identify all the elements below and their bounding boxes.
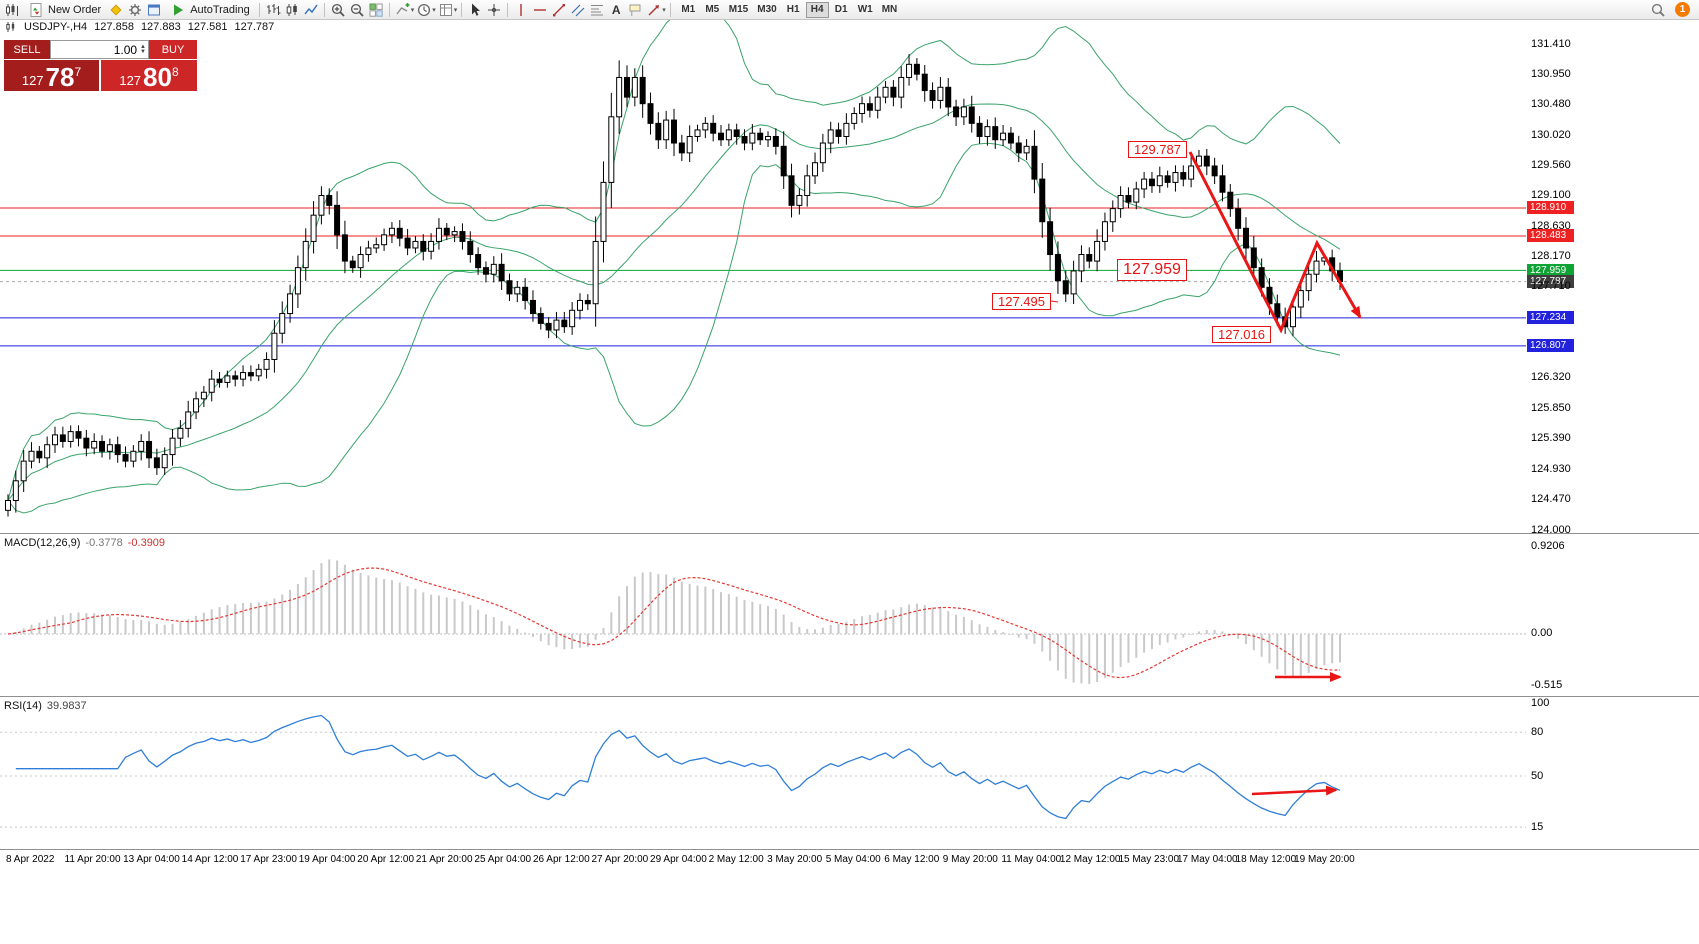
ask-pip-digit: 8 bbox=[171, 65, 179, 79]
chevron-down-icon[interactable]: ▾ bbox=[432, 6, 436, 14]
pane-separators bbox=[0, 533, 1699, 850]
autotrading-play-icon bbox=[169, 1, 187, 18]
sell-button[interactable]: SELL bbox=[4, 40, 50, 59]
text-tool-icon[interactable]: A bbox=[611, 2, 621, 17]
toolbar-separator bbox=[388, 2, 390, 17]
arrows-tool-icon[interactable] bbox=[645, 1, 663, 18]
horizontal-line-icon[interactable] bbox=[531, 1, 549, 18]
timeframe-button-m15[interactable]: M15 bbox=[728, 4, 749, 15]
new-order-icon bbox=[27, 1, 45, 18]
new-chart-icon[interactable] bbox=[3, 1, 21, 18]
timeframe-toolbar: M1 M5 M15 M30 H1 H4 D1 W1 MN bbox=[677, 1, 901, 18]
new-order-button[interactable]: New Order bbox=[22, 1, 106, 18]
fibonacci-icon[interactable] bbox=[588, 1, 606, 18]
bollinger-bands bbox=[7, 20, 1341, 514]
chevron-down-icon[interactable]: ▾ bbox=[662, 6, 666, 14]
timeframe-button-w1[interactable]: W1 bbox=[857, 4, 873, 15]
autotrading-button[interactable]: AutoTrading bbox=[164, 1, 255, 18]
volume-down-icon[interactable]: ▼ bbox=[140, 48, 146, 55]
timeframe-button-d1[interactable]: D1 bbox=[834, 4, 848, 15]
options-gear-icon[interactable] bbox=[126, 1, 144, 18]
zoom-in-icon[interactable] bbox=[329, 1, 347, 18]
timeframe-button-h1[interactable]: H1 bbox=[786, 4, 800, 15]
rsi-name: RSI(14) bbox=[4, 700, 42, 712]
tile-windows-icon[interactable] bbox=[367, 1, 385, 18]
crosshair-icon[interactable] bbox=[485, 1, 503, 18]
buy-button[interactable]: BUY bbox=[149, 40, 197, 59]
ask-big-digits: 80 bbox=[143, 62, 172, 92]
trend-arrow[interactable] bbox=[1251, 785, 1338, 796]
macd-name: MACD(12,26,9) bbox=[4, 537, 81, 549]
trendline-icon[interactable] bbox=[550, 1, 568, 18]
text-label-icon[interactable] bbox=[626, 1, 644, 18]
trend-arrows bbox=[1050, 151, 1362, 796]
macd-signal-value: -0.3909 bbox=[127, 537, 166, 549]
bid-prefix: 127 bbox=[21, 73, 44, 88]
templates-icon[interactable] bbox=[437, 1, 455, 18]
toolbar-separator bbox=[461, 2, 463, 17]
candlestick-chart-icon[interactable] bbox=[283, 1, 301, 18]
indicators-icon[interactable] bbox=[394, 1, 412, 18]
cursor-icon[interactable] bbox=[466, 1, 484, 18]
volume-input[interactable]: 1.00 ▲ ▼ bbox=[50, 40, 149, 59]
metaeditor-icon[interactable] bbox=[107, 1, 125, 18]
chart-symbol-period: USDJPY-,H4 bbox=[24, 21, 88, 33]
search-icon[interactable] bbox=[1649, 1, 1667, 18]
line-chart-icon[interactable] bbox=[302, 1, 320, 18]
bars-chart-icon[interactable] bbox=[264, 1, 282, 18]
timeframe-button-m1[interactable]: M1 bbox=[681, 4, 696, 15]
volume-up-icon[interactable]: ▲ bbox=[140, 43, 146, 50]
volume-value: 1.00 bbox=[113, 42, 138, 57]
ohlc-low: 127.581 bbox=[187, 21, 228, 33]
volume-spinner: ▲ ▼ bbox=[140, 43, 146, 55]
sell-price-display[interactable]: 127 78 7 bbox=[4, 60, 99, 91]
buy-price-display[interactable]: 127 80 8 bbox=[101, 60, 197, 91]
chart-symbol-icon bbox=[5, 21, 17, 33]
toolbar-separator bbox=[669, 2, 671, 17]
chevron-down-icon[interactable]: ▾ bbox=[410, 6, 415, 14]
price-level-lines bbox=[0, 207, 1526, 347]
vertical-line-icon[interactable] bbox=[512, 1, 530, 18]
macd-value: -0.3778 bbox=[85, 537, 123, 549]
rsi-indicator-label: RSI(14) 39.9837 bbox=[4, 700, 87, 712]
toolbar: New Order AutoTrading ▾ ▾ bbox=[0, 0, 1699, 20]
chevron-down-icon[interactable]: ▾ bbox=[453, 6, 458, 14]
timeframe-button-m5[interactable]: M5 bbox=[705, 4, 720, 15]
ohlc-open: 127.858 bbox=[94, 21, 134, 33]
macd-pane bbox=[0, 559, 1526, 684]
candlestick-series bbox=[5, 54, 1343, 517]
ohlc-high: 127.883 bbox=[140, 21, 181, 33]
toolbar-separator bbox=[323, 2, 325, 17]
rsi-pane bbox=[0, 714, 1526, 828]
macd-indicator-label: MACD(12,26,9) -0.3778 -0.3909 bbox=[4, 537, 165, 549]
notification-badge[interactable]: 1 bbox=[1675, 2, 1690, 17]
new-order-label: New Order bbox=[48, 3, 102, 16]
fullscreen-icon[interactable] bbox=[145, 1, 163, 18]
autotrading-label: AutoTrading bbox=[190, 3, 250, 16]
toolbar-separator bbox=[258, 2, 260, 17]
annotation-leader-line bbox=[1050, 300, 1059, 303]
toolbar-right-group: 1 bbox=[1649, 1, 1696, 18]
ask-prefix: 127 bbox=[119, 73, 142, 88]
ohlc-close: 127.787 bbox=[234, 21, 275, 33]
rsi-value: 39.9837 bbox=[46, 700, 87, 712]
chart-ohlc-info: USDJPY-,H4 127.858 127.883 127.581 127.7… bbox=[5, 21, 274, 33]
periods-clock-icon[interactable] bbox=[415, 1, 433, 18]
one-click-trading-panel: SELL 1.00 ▲ ▼ BUY 127 78 7 127 80 8 bbox=[4, 40, 197, 91]
toolbar-separator bbox=[507, 2, 509, 17]
channel-icon[interactable] bbox=[569, 1, 587, 18]
bid-pip-digit: 7 bbox=[74, 65, 82, 79]
timeframe-button-h4[interactable]: H4 bbox=[805, 1, 829, 18]
trend-arrow[interactable] bbox=[1188, 151, 1362, 334]
timeframe-button-m30[interactable]: M30 bbox=[757, 4, 777, 15]
bid-big-digits: 78 bbox=[45, 62, 75, 92]
timeframe-button-mn[interactable]: MN bbox=[881, 4, 898, 15]
zoom-out-icon[interactable] bbox=[348, 1, 366, 18]
